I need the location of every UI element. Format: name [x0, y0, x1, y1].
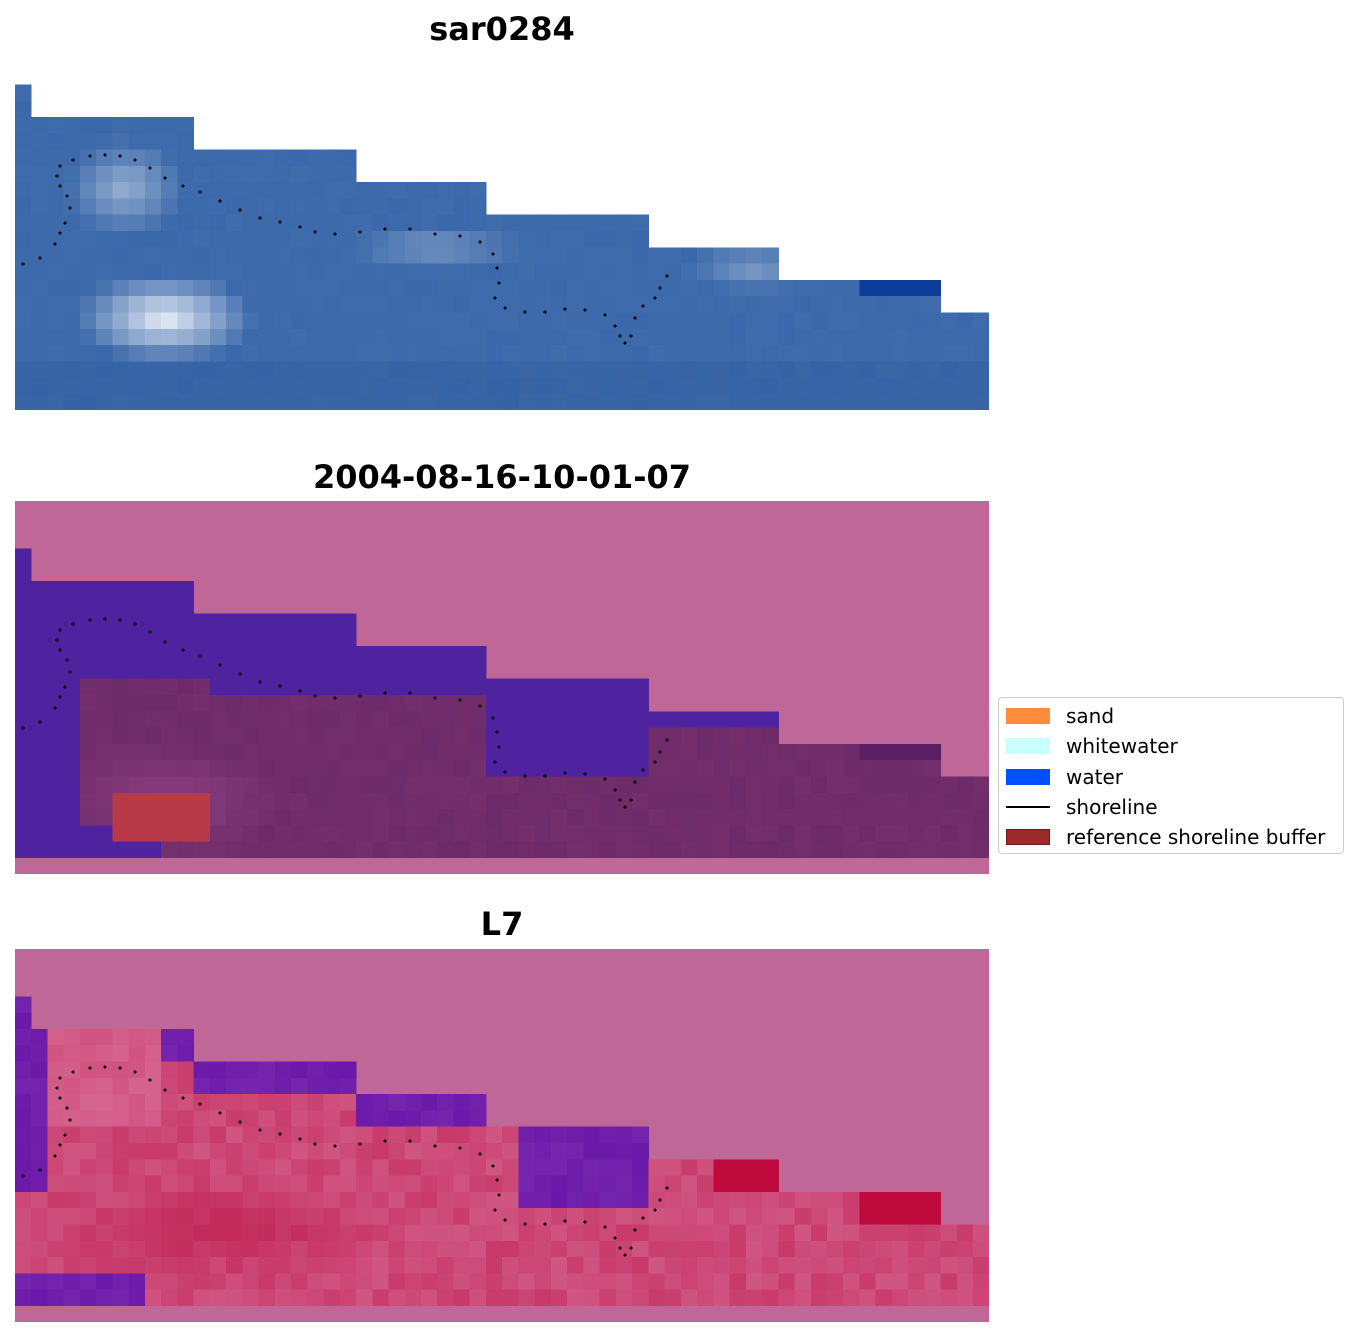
legend-item-sand: sand — [1006, 704, 1114, 728]
legend-label-shoreline: shoreline — [1066, 795, 1158, 819]
rgb-image-panel — [15, 68, 989, 410]
shoreline-swatch — [1006, 806, 1050, 808]
index-image-panel — [15, 949, 989, 1322]
rgb-image — [15, 84, 989, 410]
legend-label-water: water — [1066, 765, 1123, 789]
shoreline-dots — [21, 617, 669, 809]
legend-item-whitewater: whitewater — [1006, 734, 1178, 758]
legend-item-shoreline: shoreline — [1006, 795, 1158, 819]
classification-image-panel — [15, 501, 989, 874]
whitewater-swatch — [1006, 738, 1050, 754]
panel-title-classification: 2004-08-16-10-01-07 — [312, 458, 692, 496]
legend-label-buffer: reference shoreline buffer — [1066, 825, 1326, 849]
classification-image — [15, 501, 989, 874]
legend: sand whitewater water shoreline referenc… — [998, 697, 1344, 854]
buffer-swatch — [1006, 829, 1050, 845]
shoreline-dots — [21, 153, 669, 345]
index-image — [15, 949, 989, 1322]
panel-title-index: L7 — [480, 905, 524, 943]
legend-label-whitewater: whitewater — [1066, 734, 1178, 758]
legend-item-water: water — [1006, 765, 1123, 789]
panel-title-rgb: sar0284 — [429, 10, 575, 48]
water-swatch — [1006, 769, 1050, 785]
legend-item-buffer: reference shoreline buffer — [1006, 825, 1325, 849]
sand-swatch — [1006, 708, 1050, 724]
shoreline-dots — [21, 1065, 669, 1257]
legend-label-sand: sand — [1066, 704, 1115, 728]
